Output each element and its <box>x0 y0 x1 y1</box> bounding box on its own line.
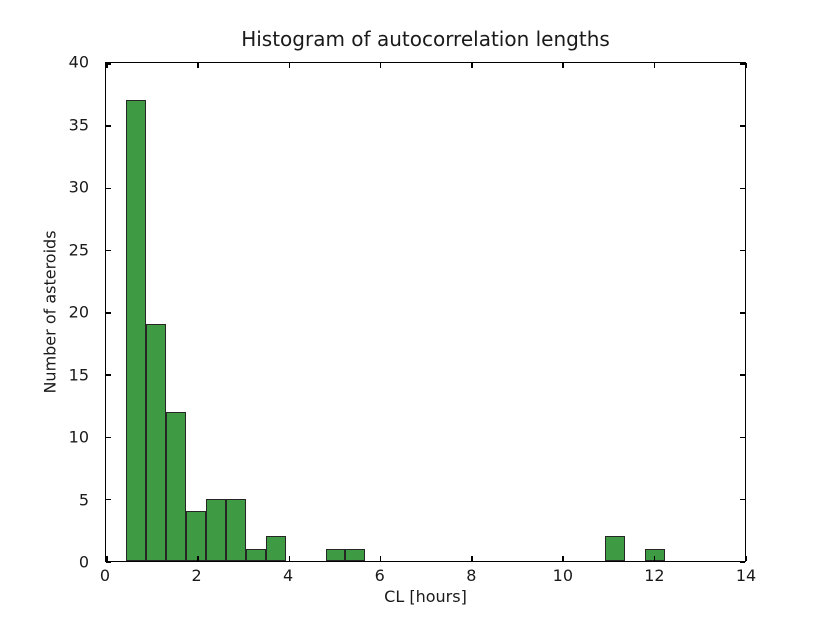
x-tick-label: 6 <box>374 566 385 585</box>
histogram-bar <box>165 411 186 561</box>
y-tick-mark <box>740 436 745 438</box>
y-tick-mark <box>106 374 111 376</box>
y-tick-label: 0 <box>78 552 89 572</box>
y-tick-label: 30 <box>68 177 89 197</box>
histogram-bar <box>325 548 346 561</box>
x-tick-label: 12 <box>644 566 665 585</box>
y-tick-label: 40 <box>68 52 89 72</box>
y-tick-label: 35 <box>68 115 89 134</box>
x-tick-mark <box>745 556 747 561</box>
y-tick-mark <box>106 498 111 501</box>
y-tick-mark <box>106 63 111 65</box>
y-tick-mark <box>740 125 745 127</box>
y-tick-mark <box>740 312 745 314</box>
x-tick-mark <box>745 63 747 68</box>
x-tick-mark <box>562 556 564 561</box>
x-axis-label: CL [hours] <box>384 587 467 606</box>
histogram-bar <box>146 324 166 561</box>
y-tick-mark <box>740 498 745 501</box>
y-tick-mark <box>740 187 745 189</box>
x-tick-mark <box>106 63 108 68</box>
bars-layer <box>106 63 745 561</box>
x-tick-mark <box>197 556 199 561</box>
y-tick-mark <box>106 249 111 252</box>
y-tick-mark <box>740 374 745 376</box>
chart-title: Histogram of autocorrelation lengths <box>241 27 610 51</box>
x-tick-label: 2 <box>191 566 202 585</box>
y-tick-mark <box>740 561 745 563</box>
x-tick-mark <box>471 556 473 561</box>
x-tick-mark <box>653 556 656 561</box>
x-tick-mark <box>106 556 108 561</box>
y-tick-mark <box>740 249 745 252</box>
x-tick-label: 0 <box>99 566 111 585</box>
y-tick-label: 5 <box>78 490 89 509</box>
x-tick-mark <box>653 63 656 68</box>
x-tick-mark <box>288 63 291 68</box>
x-tick-label: 14 <box>735 566 757 585</box>
x-tick-labels: 0 2 4 6 8 10 12 14 <box>100 566 756 586</box>
y-tick-label: 10 <box>68 427 89 447</box>
y-tick-mark <box>740 63 745 65</box>
histogram-bar <box>126 100 147 561</box>
y-tick-mark <box>106 436 111 438</box>
y-tick-mark <box>106 312 111 314</box>
y-tick-mark <box>106 125 111 127</box>
histogram-bar <box>205 498 226 561</box>
x-tick-label: 10 <box>552 566 574 585</box>
x-tick-mark <box>197 63 199 68</box>
ticks-layer <box>106 63 747 563</box>
histogram-bar <box>345 548 366 561</box>
y-tick-mark <box>106 187 111 189</box>
x-tick-mark <box>471 63 473 68</box>
histogram-bar <box>265 536 286 561</box>
y-tick-labels: 0 5 10 15 20 25 30 35 40 <box>0 53 97 572</box>
x-tick-label: 4 <box>283 566 294 585</box>
x-tick-mark <box>562 63 564 68</box>
x-tick-label: 8 <box>466 566 477 585</box>
y-tick-label: 25 <box>68 240 89 259</box>
y-tick-label: 15 <box>68 365 89 384</box>
histogram-bar <box>604 536 625 561</box>
x-tick-mark <box>379 63 382 68</box>
histogram-bar <box>245 548 266 561</box>
x-tick-mark <box>379 556 382 561</box>
y-tick-mark <box>106 561 111 563</box>
x-tick-mark <box>288 556 291 561</box>
plot-area <box>105 62 747 563</box>
histogram-bar <box>185 511 206 561</box>
y-tick-label: 20 <box>68 302 89 322</box>
histogram-bar <box>225 498 246 561</box>
